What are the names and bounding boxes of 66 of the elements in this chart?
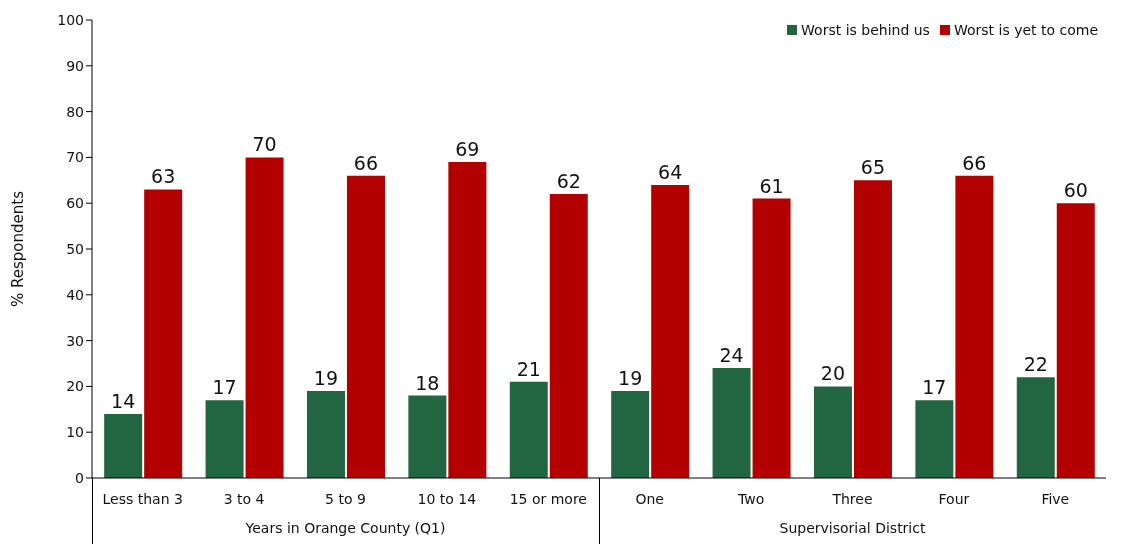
- legend-label: Worst is behind us: [801, 22, 930, 38]
- y-tick-label: 10: [66, 424, 84, 441]
- data-label: 66: [353, 151, 379, 174]
- bar: [611, 390, 650, 478]
- bar: [1056, 203, 1095, 478]
- data-label: 17: [922, 376, 947, 399]
- y-tick-label: 60: [66, 195, 84, 212]
- y-tick-label: 90: [66, 57, 84, 74]
- bar: [448, 161, 487, 478]
- y-tick-label: 70: [66, 149, 84, 166]
- y-tick-label: 50: [66, 240, 84, 257]
- bar: [651, 184, 690, 478]
- data-label: 17: [212, 376, 237, 399]
- bar: [752, 198, 791, 478]
- legend-label: Worst is yet to come: [953, 22, 1098, 38]
- bar: [549, 194, 588, 478]
- bar: [712, 368, 751, 478]
- x-tick-label: Two: [736, 490, 765, 507]
- data-label: 61: [759, 174, 784, 197]
- x-tick-label: Five: [1041, 490, 1070, 507]
- data-label: 19: [313, 366, 339, 389]
- bar: [104, 413, 143, 478]
- data-label: 21: [516, 357, 541, 380]
- text: Years in Orange County (Q1): [244, 520, 447, 536]
- bar: [853, 180, 892, 478]
- data-label: 22: [1023, 353, 1048, 376]
- x-tick-label: 15 or more: [509, 490, 587, 507]
- bar: [205, 400, 244, 478]
- data-label: 69: [455, 137, 480, 160]
- y-axis-title: % Respondents: [9, 190, 28, 307]
- data-label: 24: [719, 344, 744, 367]
- y-tick-label: 80: [66, 103, 84, 120]
- bar: [408, 395, 447, 478]
- bar: [144, 189, 183, 478]
- x-tick-label: One: [635, 490, 664, 507]
- bar: [915, 400, 954, 478]
- bar: [1016, 377, 1055, 478]
- data-label: 70: [252, 133, 277, 156]
- data-label: 62: [556, 170, 581, 193]
- text: Supervisorial District: [778, 520, 927, 536]
- bar: [955, 175, 994, 478]
- data-label: 18: [415, 371, 440, 394]
- bar: [813, 386, 852, 478]
- x-tick-label: 5 to 9: [325, 490, 366, 507]
- x-tick-label: Less than 3: [102, 490, 183, 507]
- bar: [245, 157, 284, 478]
- x-tick-label: Four: [938, 490, 970, 507]
- data-label: 60: [1063, 179, 1088, 202]
- bar: [306, 390, 345, 478]
- x-tick-label: Three: [831, 490, 873, 507]
- data-label: 63: [151, 165, 176, 188]
- data-label: 20: [820, 362, 846, 385]
- x-tick-label: 3 to 4: [223, 490, 265, 507]
- data-label: 66: [962, 151, 987, 174]
- y-tick-label: 40: [66, 286, 84, 303]
- data-label: 64: [658, 160, 683, 183]
- data-label: 19: [618, 366, 643, 389]
- y-tick-label: 20: [66, 378, 84, 395]
- data-label: 14: [111, 389, 136, 412]
- y-tick-label: 100: [57, 11, 84, 28]
- bar: [509, 381, 548, 478]
- bar: [346, 175, 385, 478]
- data-label: 65: [860, 156, 886, 179]
- x-tick-label: 10 to 14: [417, 490, 477, 507]
- y-tick-label: 0: [75, 469, 84, 486]
- y-tick-label: 30: [66, 332, 84, 349]
